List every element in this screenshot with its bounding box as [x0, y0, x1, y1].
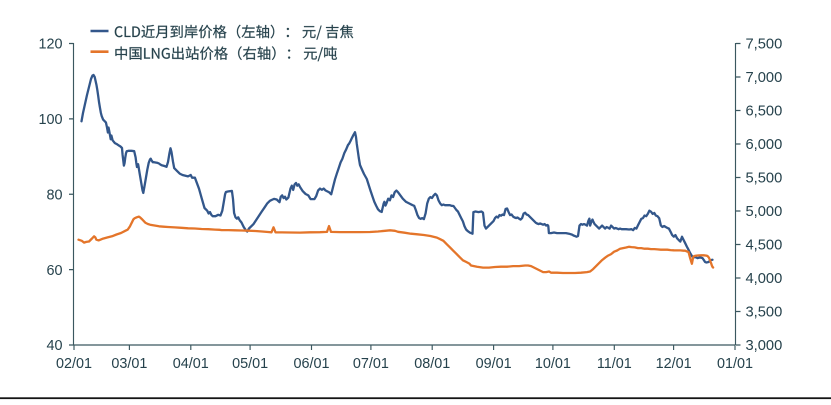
svg-text:5,000: 5,000	[746, 204, 783, 220]
svg-text:40: 40	[46, 338, 62, 354]
svg-text:120: 120	[38, 37, 62, 53]
svg-text:03/01: 03/01	[111, 356, 147, 372]
svg-text:4,500: 4,500	[746, 238, 783, 254]
svg-text:06/01: 06/01	[293, 356, 329, 372]
svg-text:10/01: 10/01	[535, 356, 571, 372]
svg-text:12/01: 12/01	[656, 356, 692, 372]
svg-text:04/01: 04/01	[173, 356, 209, 372]
svg-text:6,000: 6,000	[746, 137, 783, 153]
svg-text:11/01: 11/01	[597, 356, 632, 372]
svg-text:07/01: 07/01	[353, 356, 389, 372]
svg-text:7,000: 7,000	[746, 70, 783, 86]
svg-text:7,500: 7,500	[746, 37, 783, 53]
svg-text:100: 100	[38, 112, 62, 128]
svg-text:6,500: 6,500	[746, 104, 783, 120]
svg-text:09/01: 09/01	[476, 356, 512, 372]
svg-text:5,500: 5,500	[746, 171, 783, 187]
svg-text:3,500: 3,500	[746, 305, 783, 321]
svg-text:08/01: 08/01	[414, 356, 450, 372]
svg-text:3,000: 3,000	[746, 338, 783, 354]
svg-text:05/01: 05/01	[232, 356, 268, 372]
svg-text:02/01: 02/01	[56, 356, 92, 372]
svg-text:01/01: 01/01	[717, 356, 753, 372]
svg-text:80: 80	[46, 187, 62, 203]
svg-text:4,000: 4,000	[746, 271, 783, 287]
svg-text:60: 60	[46, 263, 62, 279]
